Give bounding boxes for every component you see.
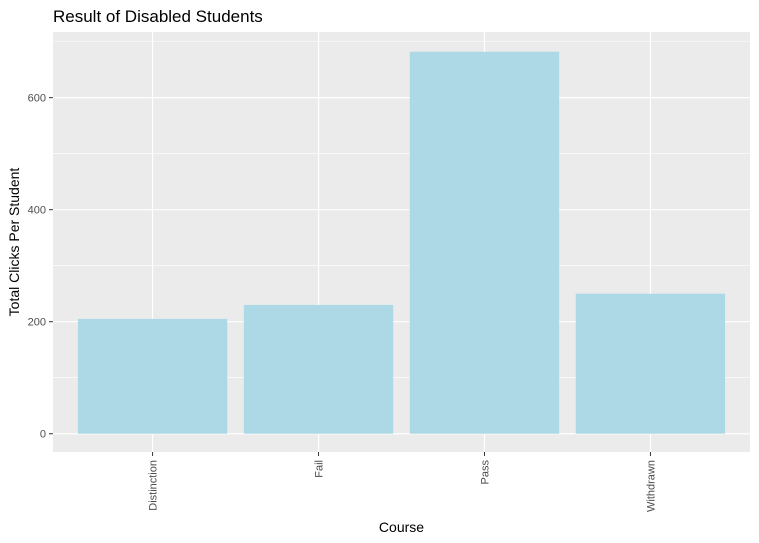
bars <box>77 51 726 434</box>
x-axis-title: Course <box>379 519 424 535</box>
y-axis-title: Total Clicks Per Student <box>6 168 22 317</box>
bar-withdrawn <box>575 293 726 434</box>
y-tick-label: 400 <box>28 205 46 217</box>
y-tick-label: 200 <box>28 317 46 329</box>
chart-title: Result of Disabled Students <box>53 7 263 26</box>
x-axis: Distinction Fail Pass Withdrawn <box>148 452 657 512</box>
x-tick-label: Pass <box>479 460 491 485</box>
bar-fail <box>243 304 394 434</box>
bar-distinction <box>77 318 228 434</box>
bar-pass <box>409 51 560 434</box>
y-tick-label: 600 <box>28 93 46 105</box>
x-tick-label: Fail <box>314 460 326 478</box>
y-tick-label: 0 <box>40 429 46 441</box>
y-axis: 0 200 400 600 <box>28 93 53 441</box>
x-tick-label: Withdrawn <box>645 460 657 512</box>
x-tick-label: Distinction <box>148 460 160 511</box>
